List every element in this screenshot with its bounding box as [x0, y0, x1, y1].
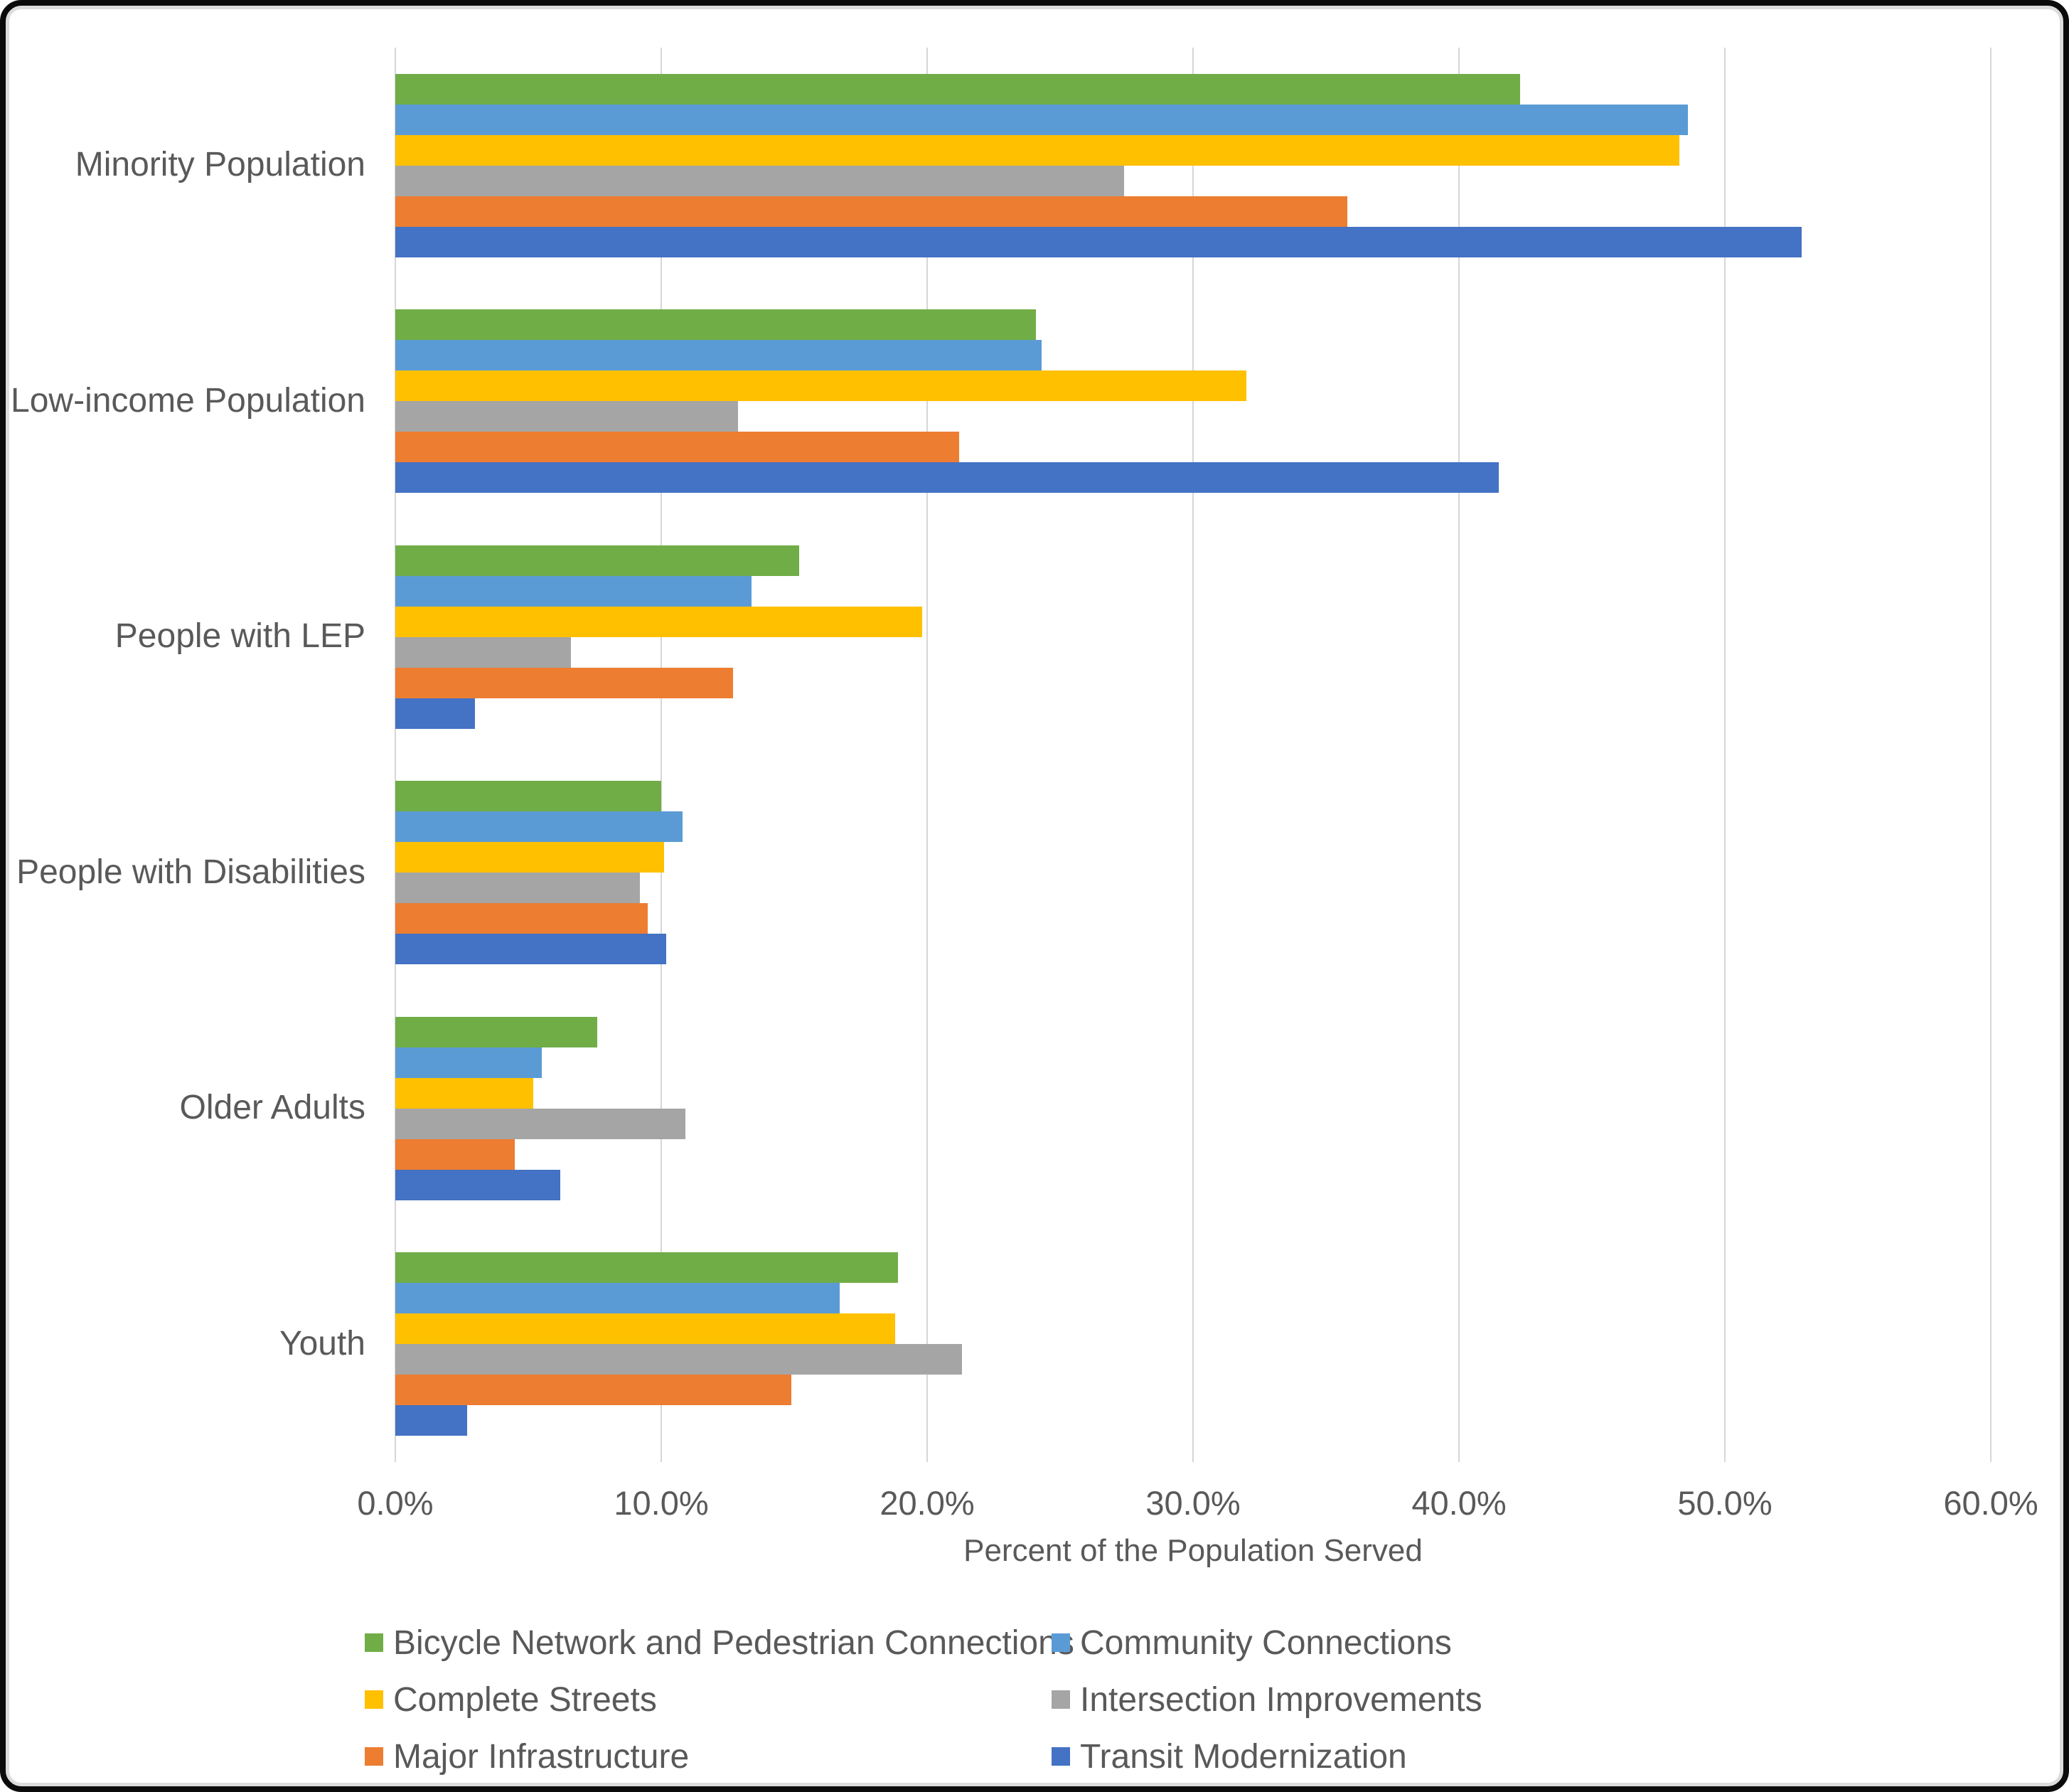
legend-label: Major Infrastructure: [393, 1737, 690, 1776]
bar: [395, 1283, 840, 1314]
bar: [395, 575, 752, 607]
bar-group-5: [395, 991, 1991, 1227]
legend-label: Transit Modernization: [1080, 1737, 1407, 1776]
legend-swatch-icon: [365, 1633, 383, 1652]
bar: [395, 1405, 467, 1436]
category-label: Youth: [279, 1324, 365, 1362]
bar: [395, 432, 959, 463]
bar: [395, 104, 1688, 135]
legend-label: Bicycle Network and Pedestrian Connectio…: [393, 1623, 1074, 1662]
legend-item: Intersection Improvements: [1052, 1671, 1482, 1728]
bar-group-2: [395, 284, 1991, 520]
bar: [395, 196, 1347, 227]
gridline: [395, 48, 396, 1462]
bar: [395, 309, 1037, 341]
x-tick-label: 20.0%: [880, 1484, 975, 1522]
bar: [395, 1016, 598, 1047]
category-label: People with LEP: [114, 617, 365, 656]
legend-label: Community Connections: [1080, 1623, 1452, 1662]
x-tick-label: 30.0%: [1145, 1484, 1241, 1522]
bar-group-1: [395, 48, 1991, 284]
bar: [395, 370, 1246, 402]
category-label: Minority Population: [75, 146, 365, 184]
bar: [395, 1138, 515, 1170]
bar: [395, 811, 683, 843]
bar: [395, 1375, 792, 1406]
category-label: Older Adults: [179, 1089, 365, 1127]
legend-swatch-icon: [1052, 1690, 1070, 1709]
bar: [395, 545, 800, 576]
x-tick-label: 50.0%: [1677, 1484, 1773, 1522]
category-label: Low-income Population: [11, 381, 365, 420]
bar: [395, 698, 476, 729]
bar: [395, 1169, 560, 1200]
bar: [395, 873, 641, 904]
legend-item: Community Connections: [1052, 1614, 1452, 1671]
legend-item: Complete Streets: [365, 1671, 657, 1728]
bar: [395, 165, 1124, 196]
gridline: [660, 48, 662, 1462]
legend-item: Transit Modernization: [1052, 1728, 1407, 1785]
bar: [395, 1252, 898, 1284]
gridline: [926, 48, 928, 1462]
bar: [395, 1047, 542, 1078]
gridline: [1192, 48, 1194, 1462]
x-axis-title: Percent of the Population Served: [963, 1533, 1423, 1568]
legend-label: Complete Streets: [393, 1680, 657, 1719]
category-label: People with Disabilities: [16, 853, 365, 891]
bar: [395, 73, 1521, 105]
bar: [395, 1344, 962, 1375]
gridline: [1458, 48, 1460, 1462]
bar: [395, 401, 739, 432]
legend-swatch-icon: [365, 1747, 383, 1766]
bar: [395, 606, 922, 637]
plot-area: [395, 48, 1992, 1463]
x-tick-label: 0.0%: [357, 1484, 434, 1522]
bar-group-6: [395, 1227, 1991, 1463]
bar: [395, 842, 664, 873]
x-tick-label: 40.0%: [1411, 1484, 1507, 1522]
bar-group-4: [395, 755, 1991, 991]
bar-group-3: [395, 519, 1991, 755]
bar: [395, 340, 1042, 371]
x-tick-label: 60.0%: [1943, 1484, 2038, 1522]
bar: [395, 636, 571, 668]
legend-label: Intersection Improvements: [1080, 1680, 1482, 1719]
legend-swatch-icon: [1052, 1747, 1070, 1766]
bar: [395, 134, 1680, 166]
bar: [395, 1108, 685, 1139]
bar: [395, 462, 1499, 494]
bar: [395, 1313, 896, 1345]
gridline: [1724, 48, 1726, 1462]
x-tick-label: 10.0%: [614, 1484, 709, 1522]
bar: [395, 667, 733, 698]
legend-swatch-icon: [365, 1690, 383, 1709]
bar: [395, 226, 1802, 257]
legend-item: Major Infrastructure: [365, 1728, 689, 1785]
bar: [395, 934, 667, 965]
bar: [395, 903, 648, 934]
legend-item: Bicycle Network and Pedestrian Connectio…: [365, 1614, 1074, 1671]
gridline: [1990, 48, 1992, 1462]
legend-swatch-icon: [1052, 1633, 1070, 1652]
bar: [395, 1077, 534, 1109]
bar: [395, 781, 661, 812]
